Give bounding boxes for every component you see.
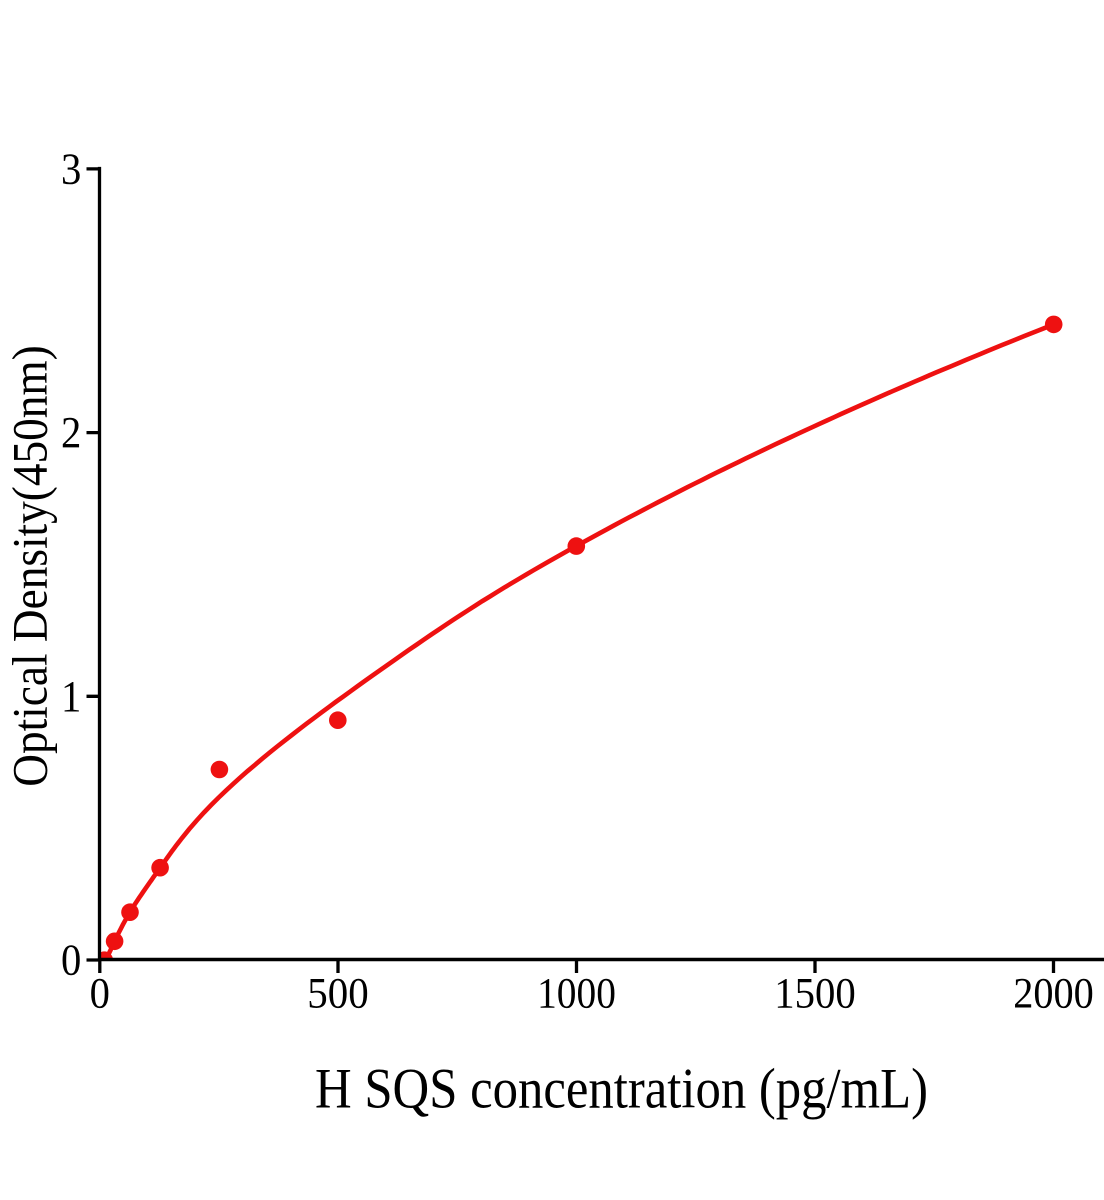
svg-text:1: 1 (61, 672, 81, 721)
svg-text:1500: 1500 (774, 970, 856, 1018)
svg-text:500: 500 (307, 970, 368, 1018)
svg-text:Optical Density(450nm): Optical Density(450nm) (2, 345, 58, 787)
svg-text:2: 2 (61, 408, 81, 457)
svg-text:0: 0 (90, 970, 110, 1018)
svg-text:2000: 2000 (1013, 970, 1094, 1018)
svg-text:3: 3 (61, 144, 81, 193)
svg-text:0: 0 (61, 936, 81, 985)
svg-text:1000: 1000 (537, 970, 616, 1018)
svg-text:H SQS concentration (pg/mL): H SQS concentration (pg/mL) (315, 1058, 928, 1121)
